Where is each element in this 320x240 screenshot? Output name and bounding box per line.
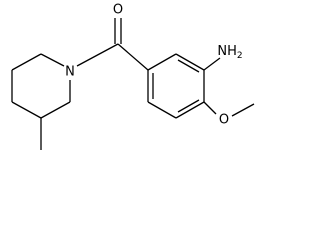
atom-label: O: [219, 113, 229, 128]
benzene-ring: [147, 53, 205, 119]
piperidine-ring: [11, 53, 71, 150]
atom-label: O: [113, 3, 123, 18]
atom-label-subscript: 2: [237, 51, 243, 61]
atom-label: N: [65, 65, 75, 80]
carbonyl: [76, 18, 149, 71]
molecule-diagram: O N NH2 O: [11, 3, 255, 150]
substituent-bonds: [203, 57, 255, 117]
atom-label-main: NH: [217, 44, 237, 59]
atom-label: NH2: [217, 44, 242, 61]
